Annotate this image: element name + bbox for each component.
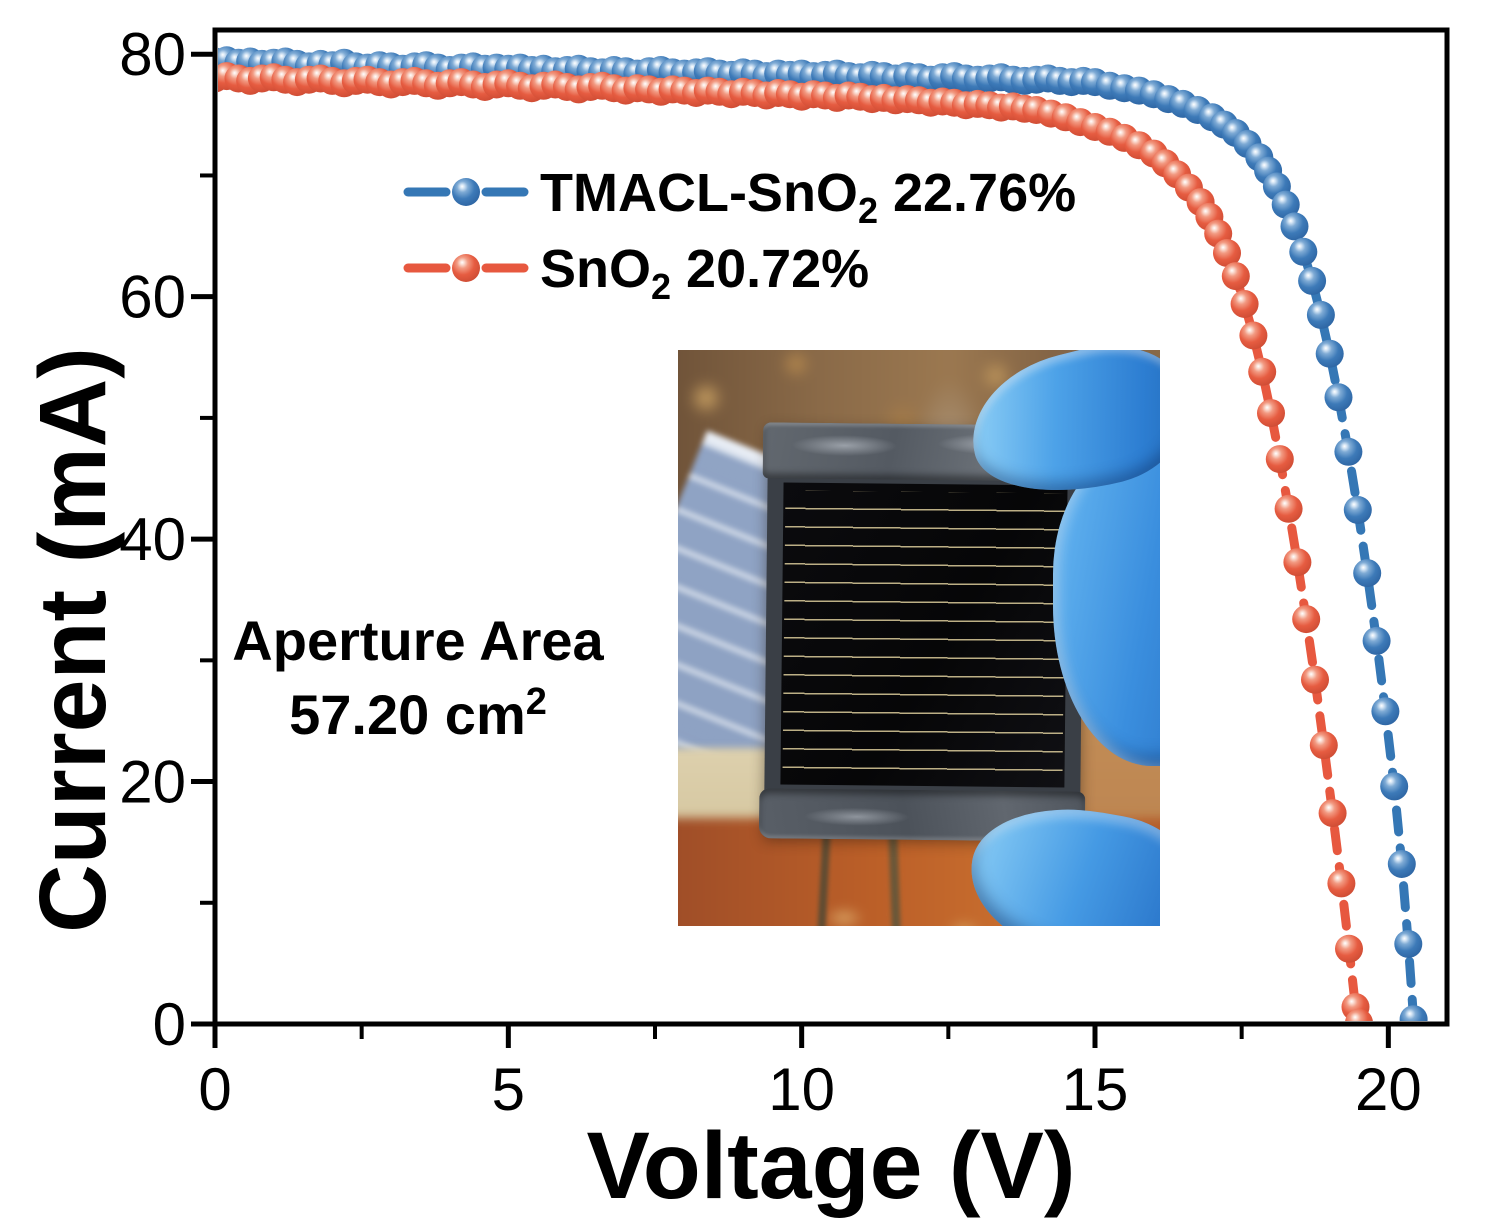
data-point-sphere — [1230, 290, 1259, 318]
x-tick-label: 10 — [768, 1056, 835, 1123]
data-point-sphere — [1371, 697, 1400, 726]
data-point-sphere — [1345, 1008, 1373, 1021]
plot-frame — [212, 27, 1450, 1027]
data-point-sphere — [1309, 731, 1338, 760]
x-tick-label: 5 — [492, 1056, 525, 1123]
series-layer — [218, 46, 1428, 1021]
x-tick-label: 20 — [1355, 1056, 1422, 1123]
data-point-sphere — [1335, 934, 1363, 963]
y-axis-title: Current (mA) — [20, 347, 126, 933]
data-point-sphere — [1248, 357, 1277, 386]
data-point-sphere — [1343, 496, 1372, 524]
x-axis-title: Voltage (V) — [586, 1113, 1075, 1219]
data-point-sphere — [1334, 437, 1363, 466]
annotation-line2: 57.20 cm2 — [289, 681, 547, 746]
data-point-sphere — [1399, 1005, 1428, 1021]
data-point-sphere — [1221, 262, 1250, 291]
data-point-sphere — [1324, 383, 1353, 412]
aperture-area-annotation: Aperture Area 57.20 cm2 — [232, 609, 604, 746]
data-point-sphere — [1239, 321, 1268, 350]
legend-label: SnO2 20.72% — [540, 239, 869, 307]
data-point-sphere — [1289, 237, 1318, 266]
data-point-sphere — [1292, 605, 1321, 634]
series-sno2 — [218, 62, 1373, 1021]
data-point-sphere — [1213, 239, 1241, 267]
legend-item-tmacl-sno2: TMACL-SnO2 22.76% — [403, 163, 1076, 231]
annotation-line1: Aperture Area — [232, 609, 604, 672]
data-point-sphere — [1327, 869, 1356, 898]
x-tick-label: 0 — [198, 1056, 231, 1123]
y-tick-label: 80 — [119, 21, 186, 88]
legend-item-sno2: SnO2 20.72% — [403, 239, 869, 307]
data-point-sphere — [1298, 266, 1327, 295]
data-point-sphere — [1362, 626, 1391, 655]
y-tick-label: 20 — [119, 749, 186, 816]
data-point-sphere — [1394, 930, 1423, 958]
data-point-sphere — [1301, 665, 1329, 694]
data-point-sphere — [1306, 300, 1335, 329]
x-tick-label: 15 — [1062, 1056, 1129, 1123]
data-point-sphere — [1315, 339, 1344, 368]
data-point-sphere — [1353, 559, 1382, 588]
legend-sphere-marker — [452, 178, 480, 206]
legend-sphere-marker — [452, 254, 480, 282]
data-point-sphere — [1318, 799, 1347, 828]
series-tmacl-sno2 — [218, 46, 1428, 1021]
axes-layer: 0 5 10 15 20 0 20 40 60 80 — [119, 21, 1421, 1123]
y-tick-label: 0 — [153, 991, 186, 1058]
data-point-sphere — [1380, 772, 1409, 801]
data-point-sphere — [1274, 494, 1303, 523]
data-point-sphere — [1280, 212, 1309, 241]
legend: TMACL-SnO2 22.76% SnO2 20.72% — [403, 163, 1076, 307]
data-point-sphere — [1387, 850, 1416, 878]
inset-photo — [678, 350, 1160, 926]
data-point-sphere — [1271, 190, 1300, 219]
y-tick-label: 60 — [119, 264, 186, 331]
data-point-sphere — [1257, 399, 1285, 428]
data-point-sphere — [1265, 445, 1294, 474]
legend-label: TMACL-SnO2 22.76% — [540, 163, 1076, 231]
data-point-sphere — [1283, 548, 1312, 577]
y-tick-label: 40 — [119, 506, 186, 573]
